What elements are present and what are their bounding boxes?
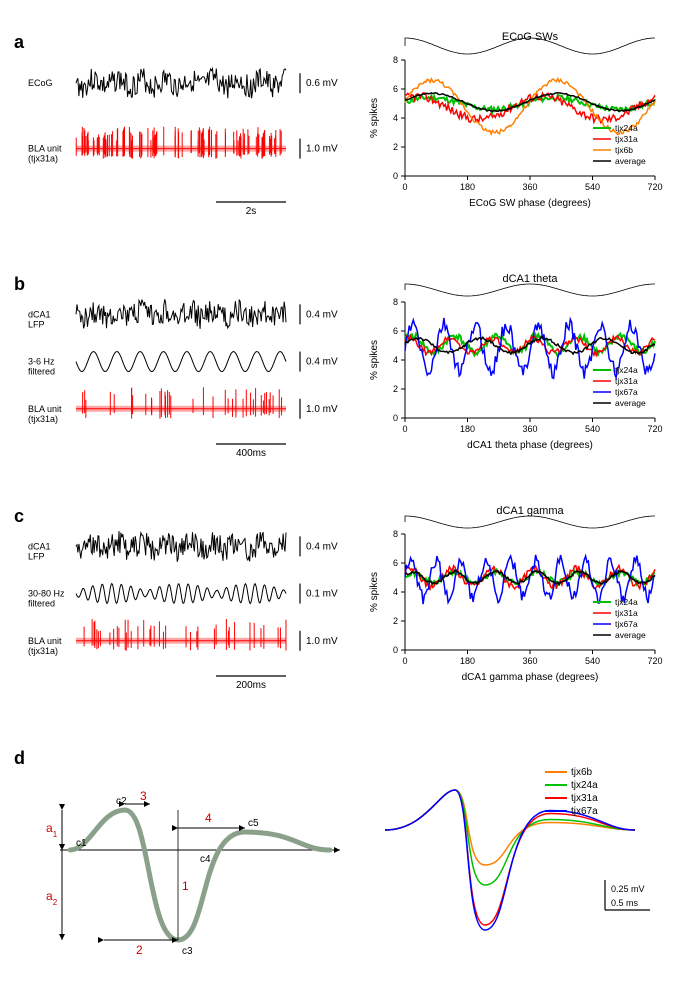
svg-text:0.1 mV: 0.1 mV [306, 589, 338, 600]
svg-text:4: 4 [393, 355, 398, 365]
trace-block: dCA1LFP 0.4 mV 3-6 Hzfiltered 0.4 mV BLA uni… [28, 286, 358, 456]
svg-text:3-6 Hzfiltered: 3-6 Hzfiltered [28, 357, 55, 377]
svg-text:tjx31a: tjx31a [615, 134, 638, 144]
svg-text:tjx24a: tjx24a [571, 780, 598, 791]
svg-text:0.4 mV: 0.4 mV [306, 357, 338, 368]
svg-text:tjx67a: tjx67a [571, 806, 598, 817]
svg-text:0: 0 [402, 182, 407, 192]
svg-text:0: 0 [393, 413, 398, 423]
trace-block: dCA1LFP 0.4 mV 30-80 Hzfiltered 0.1 mV BLA u… [28, 518, 358, 688]
svg-text:a1: a1 [46, 821, 58, 839]
svg-text:tjx67a: tjx67a [615, 387, 638, 397]
svg-text:c5: c5 [248, 818, 259, 829]
panel-label-b: b [14, 274, 25, 295]
svg-text:0.25 mV: 0.25 mV [611, 884, 645, 894]
svg-text:0: 0 [393, 645, 398, 655]
svg-text:4: 4 [205, 811, 212, 825]
phase-chart: ECoG SWs018036054072002468ECoG SW phase … [365, 30, 665, 210]
svg-text:c2: c2 [116, 796, 127, 807]
svg-text:360: 360 [522, 656, 537, 666]
svg-text:tjx31a: tjx31a [571, 793, 598, 804]
svg-text:dCA1 gamma: dCA1 gamma [496, 505, 564, 517]
svg-text:average: average [615, 630, 646, 640]
svg-text:tjx24a: tjx24a [615, 365, 638, 375]
panel-label-a: a [14, 32, 24, 53]
svg-text:average: average [615, 398, 646, 408]
svg-text:2s: 2s [246, 206, 257, 217]
svg-text:tjx31a: tjx31a [615, 608, 638, 618]
svg-text:ECoG SW phase (degrees): ECoG SW phase (degrees) [469, 198, 591, 209]
svg-text:360: 360 [522, 182, 537, 192]
svg-text:180: 180 [460, 182, 475, 192]
svg-text:0: 0 [402, 656, 407, 666]
svg-text:720: 720 [647, 656, 662, 666]
svg-text:tjx24a: tjx24a [615, 597, 638, 607]
svg-text:8: 8 [393, 297, 398, 307]
trace-block: ECoG 0.6 mV BLA unit(tjx31a) 1.0 mV 2s [28, 44, 358, 214]
phase-chart: dCA1 gamma 0 180 360 540 720 0 2 4 6 8 dCA1 gamma p… [365, 504, 665, 684]
svg-text:540: 540 [585, 182, 600, 192]
svg-text:tjx24a: tjx24a [615, 123, 638, 133]
svg-text:8: 8 [393, 55, 398, 65]
svg-text:720: 720 [647, 182, 662, 192]
svg-text:200ms: 200ms [236, 680, 266, 691]
svg-text:2: 2 [393, 142, 398, 152]
svg-text:720: 720 [647, 424, 662, 434]
svg-text:540: 540 [585, 656, 600, 666]
svg-text:2: 2 [393, 384, 398, 394]
svg-text:6: 6 [393, 558, 398, 568]
svg-text:BLA unit(tjx31a): BLA unit(tjx31a) [28, 144, 62, 164]
svg-text:BLA unit(tjx31a): BLA unit(tjx31a) [28, 636, 62, 656]
panel-label-c: c [14, 506, 24, 527]
svg-text:% spikes: % spikes [369, 340, 380, 380]
svg-text:c3: c3 [182, 946, 193, 957]
svg-text:2: 2 [393, 616, 398, 626]
svg-text:180: 180 [460, 656, 475, 666]
svg-text:400ms: 400ms [236, 448, 266, 459]
svg-text:% spikes: % spikes [369, 98, 380, 138]
svg-text:1.0 mV: 1.0 mV [306, 404, 338, 415]
svg-text:a2: a2 [46, 889, 58, 907]
svg-text:360: 360 [522, 424, 537, 434]
svg-text:6: 6 [393, 326, 398, 336]
svg-text:180: 180 [460, 424, 475, 434]
svg-text:540: 540 [585, 424, 600, 434]
svg-text:0.4 mV: 0.4 mV [306, 309, 338, 320]
phase-chart: dCA1 theta 0 180 360 540 720 0 2 4 6 8 dCA1 theta p… [365, 272, 665, 452]
svg-text:2: 2 [136, 943, 143, 957]
svg-text:average: average [615, 156, 646, 166]
svg-text:6: 6 [393, 84, 398, 94]
svg-text:3: 3 [140, 789, 147, 803]
svg-text:0.4 mV: 0.4 mV [306, 541, 338, 552]
svg-text:c4: c4 [200, 854, 211, 865]
svg-text:BLA unit(tjx31a): BLA unit(tjx31a) [28, 404, 62, 424]
svg-text:tjx67a: tjx67a [615, 619, 638, 629]
svg-text:dCA1 theta phase (degrees): dCA1 theta phase (degrees) [467, 440, 593, 451]
waveform-schematic: a1 a2 c1 c2 c3 c4 c5 1 2 3 4 [30, 760, 350, 970]
svg-text:% spikes: % spikes [369, 572, 380, 612]
svg-text:0.6 mV: 0.6 mV [306, 78, 338, 89]
svg-text:dCA1 theta: dCA1 theta [502, 273, 558, 285]
svg-text:8: 8 [393, 529, 398, 539]
svg-text:1.0 mV: 1.0 mV [306, 636, 338, 647]
svg-text:dCA1 gamma phase (degrees): dCA1 gamma phase (degrees) [462, 672, 599, 683]
svg-text:1.0 mV: 1.0 mV [306, 144, 338, 155]
panel-label-d: d [14, 748, 25, 769]
svg-text:4: 4 [393, 113, 398, 123]
svg-text:1: 1 [182, 879, 189, 893]
svg-text:4: 4 [393, 587, 398, 597]
svg-text:ECoG: ECoG [28, 78, 53, 88]
svg-text:tjx6b: tjx6b [615, 145, 633, 155]
svg-text:0.5 ms: 0.5 ms [611, 898, 639, 908]
svg-text:0: 0 [402, 424, 407, 434]
svg-text:tjx31a: tjx31a [615, 376, 638, 386]
svg-text:tjx6b: tjx6b [571, 767, 593, 778]
svg-text:c1: c1 [76, 838, 87, 849]
svg-text:0: 0 [393, 171, 398, 181]
svg-text:dCA1LFP: dCA1LFP [28, 541, 51, 561]
svg-text:30-80 Hzfiltered: 30-80 Hzfiltered [28, 589, 65, 609]
svg-text:dCA1LFP: dCA1LFP [28, 309, 51, 329]
waveform-overlay: tjx6b tjx24a tjx31a tjx67a 0.25 mV 0.5 ms [365, 760, 665, 970]
